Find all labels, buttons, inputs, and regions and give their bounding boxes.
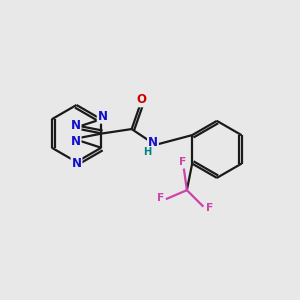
- Text: N: N: [98, 110, 108, 123]
- Text: N: N: [70, 135, 81, 148]
- Text: N: N: [148, 136, 158, 149]
- Text: F: F: [179, 157, 186, 167]
- Text: F: F: [157, 193, 164, 203]
- Text: F: F: [206, 203, 214, 213]
- Text: N: N: [70, 118, 81, 132]
- Text: H: H: [143, 147, 151, 158]
- Text: N: N: [71, 157, 82, 170]
- Text: O: O: [136, 93, 146, 106]
